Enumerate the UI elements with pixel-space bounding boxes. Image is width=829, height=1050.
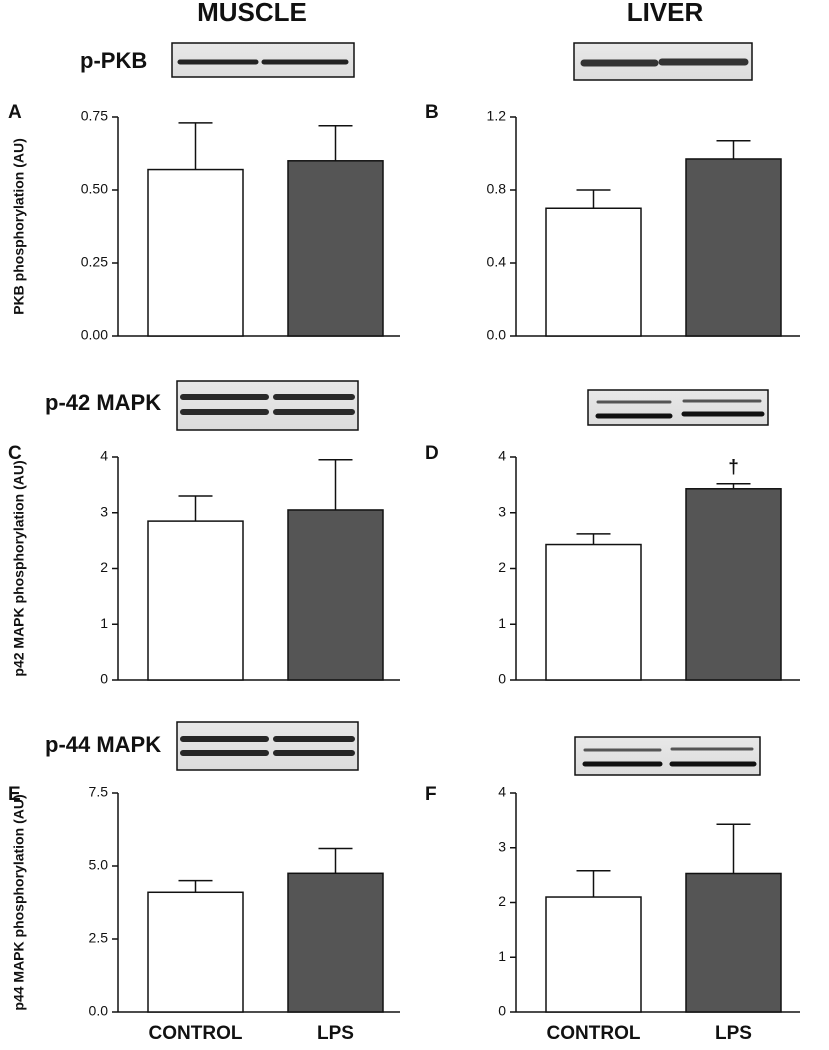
- bar: [287, 872, 384, 1013]
- western-blot: [171, 42, 769, 776]
- y-tick-label: 1: [100, 615, 108, 631]
- bar: [287, 509, 384, 681]
- y-tick-label: 0: [498, 1003, 506, 1019]
- x-tick-label: LPS: [715, 1023, 752, 1044]
- column-header: LIVER: [627, 0, 704, 27]
- y-tick-label: 0.75: [81, 108, 108, 124]
- y-tick-label: 0: [498, 671, 506, 687]
- y-tick-label: 0.0: [89, 1003, 109, 1019]
- y-tick-label: 3: [498, 503, 506, 519]
- y-axis-label: p44 MAPK phosphorylation (AU): [11, 794, 27, 1010]
- y-tick-label: 4: [498, 784, 506, 800]
- panel-letter: A: [8, 102, 22, 123]
- y-tick-label: 1: [498, 615, 506, 631]
- panel-letter: F: [425, 784, 437, 805]
- y-tick-label: 0: [100, 671, 108, 687]
- y-tick-label: 7.5: [89, 784, 109, 800]
- panel-letter: C: [8, 443, 22, 464]
- y-tick-label: 1.2: [487, 108, 507, 124]
- bar: [685, 158, 782, 337]
- panel-letter: D: [425, 443, 439, 464]
- y-tick-label: 0.4: [487, 254, 507, 270]
- y-tick-label: 2.5: [89, 930, 109, 946]
- bar: [685, 488, 782, 681]
- panel-letter: B: [425, 102, 439, 123]
- bar: [147, 168, 244, 337]
- y-tick-label: 3: [100, 503, 108, 519]
- y-tick-label: 0.50: [81, 181, 108, 197]
- bar: [287, 160, 384, 337]
- y-tick-label: 0.8: [487, 181, 507, 197]
- annotation: †: [728, 457, 739, 478]
- bar: [147, 891, 244, 1013]
- y-tick-label: 2: [498, 893, 506, 909]
- bar: [545, 543, 642, 681]
- y-tick-label: 3: [498, 838, 506, 854]
- bar: [545, 896, 642, 1013]
- column-header: MUSCLE: [197, 0, 307, 27]
- y-tick-label: 5.0: [89, 857, 109, 873]
- bar: [147, 520, 244, 681]
- blot-label: p-42 MAPK: [45, 390, 161, 415]
- x-tick-label: LPS: [317, 1023, 354, 1044]
- y-axis-label: PKB phosphorylation (AU): [11, 138, 27, 315]
- bar: [545, 207, 642, 337]
- blot-label: p-PKB: [80, 48, 147, 73]
- panel-letter: E: [8, 784, 21, 805]
- y-axis-label: p42 MAPK phosphorylation (AU): [11, 460, 27, 676]
- y-tick-label: 0.0: [487, 327, 507, 343]
- y-tick-label: 2: [498, 559, 506, 575]
- x-tick-label: CONTROL: [547, 1023, 641, 1044]
- x-tick-label: CONTROL: [149, 1023, 243, 1044]
- y-tick-label: 0.00: [81, 327, 108, 343]
- y-tick-label: 4: [498, 448, 506, 464]
- blot-label: p-44 MAPK: [45, 732, 161, 757]
- blot-bands: [177, 58, 765, 767]
- y-tick-label: 1: [498, 948, 506, 964]
- bar: [685, 872, 782, 1013]
- y-tick-label: 0.25: [81, 254, 108, 270]
- y-tick-label: 2: [100, 559, 108, 575]
- y-tick-label: 4: [100, 448, 108, 464]
